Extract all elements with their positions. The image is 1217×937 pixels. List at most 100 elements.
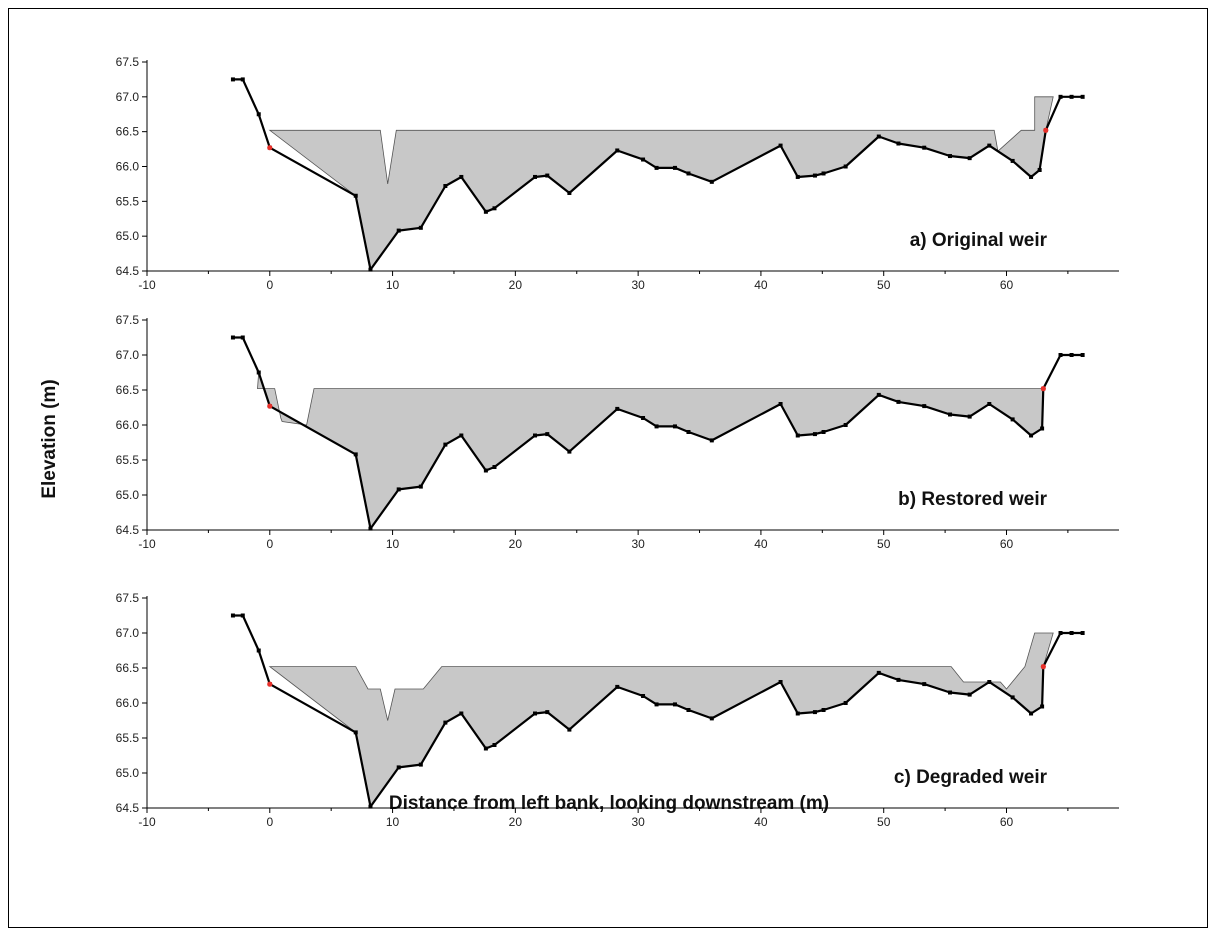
- bed-survey-point: [672, 165, 677, 170]
- water-edge-marker: [267, 403, 273, 409]
- bed-survey-point: [615, 684, 620, 689]
- y-tick-label: 65.5: [116, 194, 140, 208]
- bed-survey-point: [368, 526, 373, 531]
- y-tick-label: 65.5: [116, 453, 140, 467]
- bed-survey-point: [812, 710, 817, 715]
- x-tick-label: 30: [631, 815, 645, 829]
- bed-survey-point: [1069, 631, 1074, 635]
- bed-survey-point: [843, 423, 848, 427]
- x-tick-label: 0: [266, 278, 273, 292]
- bed-survey-point: [948, 154, 953, 159]
- x-tick-label: 20: [509, 278, 523, 292]
- bed-survey-point: [533, 174, 537, 179]
- bed-survey-point: [1029, 433, 1034, 438]
- bed-survey-point: [418, 225, 423, 230]
- water-edge-marker: [267, 145, 273, 151]
- bed-survey-point: [967, 692, 972, 697]
- bed-survey-point: [492, 206, 497, 211]
- x-tick-label: 60: [1000, 278, 1014, 292]
- y-tick-label: 64.5: [116, 801, 140, 815]
- y-tick-label: 65.0: [116, 488, 140, 502]
- bed-survey-point: [1080, 353, 1085, 357]
- bed-survey-point: [1069, 94, 1074, 99]
- bed-survey-point: [778, 680, 783, 684]
- x-tick-label: 20: [509, 815, 523, 829]
- bed-survey-point: [843, 164, 848, 169]
- y-tick-label: 66.0: [116, 696, 140, 710]
- bed-survey-point: [1080, 631, 1085, 635]
- bed-survey-point: [967, 156, 972, 161]
- bed-survey-point: [396, 487, 401, 492]
- bed-survey-point: [533, 711, 537, 716]
- x-tick-label: -10: [138, 537, 156, 551]
- bed-survey-point: [987, 143, 992, 148]
- bed-survey-point: [922, 682, 927, 687]
- bed-survey-point: [672, 424, 677, 429]
- bed-survey-point: [418, 484, 423, 489]
- x-tick-label: 30: [631, 278, 645, 292]
- y-tick-label: 67.0: [116, 90, 140, 104]
- y-tick-label: 66.5: [116, 125, 140, 139]
- panel-label: a) Original weir: [910, 230, 1048, 251]
- x-tick-label: 30: [631, 537, 645, 551]
- bed-survey-point: [686, 430, 691, 434]
- bed-survey-point: [1040, 704, 1045, 709]
- y-tick-label: 64.5: [116, 264, 140, 278]
- bed-survey-point: [1037, 167, 1042, 172]
- bed-survey-point: [654, 702, 659, 707]
- bed-survey-point: [686, 708, 691, 712]
- bed-survey-point: [1058, 631, 1063, 635]
- bed-survey-point: [1010, 695, 1015, 700]
- bed-survey-point: [615, 148, 620, 153]
- water-edge-marker: [1040, 386, 1046, 392]
- bed-survey-point: [967, 414, 972, 419]
- bed-survey-point: [492, 743, 497, 747]
- y-tick-label: 65.0: [116, 766, 140, 780]
- y-tick-label: 66.5: [116, 383, 140, 397]
- bed-survey-point: [256, 112, 261, 117]
- bed-survey-point: [230, 335, 235, 340]
- bed-survey-point: [1058, 353, 1063, 357]
- x-tick-label: 20: [509, 537, 523, 551]
- bed-survey-point: [948, 690, 953, 695]
- y-tick-label: 66.0: [116, 418, 140, 432]
- bed-survey-point: [353, 730, 358, 735]
- water-edge-marker: [1040, 664, 1046, 670]
- bed-survey-point: [230, 613, 235, 618]
- bed-survey-point: [876, 392, 881, 397]
- y-tick-label: 67.5: [116, 55, 140, 69]
- bed-survey-point: [459, 174, 464, 179]
- bed-survey-point: [641, 416, 646, 420]
- x-tick-label: -10: [138, 815, 156, 829]
- bed-survey-point: [1029, 711, 1034, 716]
- bed-survey-point: [459, 711, 464, 716]
- bed-survey-point: [396, 765, 401, 770]
- bed-survey-point: [987, 680, 992, 684]
- bed-survey-point: [896, 399, 901, 404]
- bed-survey-point: [672, 702, 677, 707]
- bed-survey-point: [686, 171, 691, 176]
- bed-survey-point: [230, 77, 235, 82]
- bed-survey-point: [1058, 94, 1063, 99]
- y-axis-title: Elevation (m): [39, 379, 60, 498]
- bed-survey-point: [987, 402, 992, 406]
- bed-survey-point: [1080, 94, 1085, 99]
- bed-survey-point: [641, 694, 646, 698]
- panel-label: c) Degraded weir: [894, 767, 1048, 788]
- y-tick-label: 64.5: [116, 523, 140, 537]
- bed-survey-point: [1010, 417, 1015, 422]
- y-tick-label: 65.5: [116, 731, 140, 745]
- y-tick-label: 67.0: [116, 348, 140, 362]
- bed-survey-point: [843, 701, 848, 705]
- bed-survey-point: [567, 449, 572, 454]
- bed-survey-point: [709, 179, 714, 184]
- y-tick-label: 66.5: [116, 661, 140, 675]
- bed-survey-point: [821, 430, 826, 434]
- bed-survey-point: [1069, 353, 1074, 357]
- bed-survey-point: [1029, 174, 1034, 179]
- bed-survey-point: [778, 402, 783, 406]
- bed-survey-point: [795, 174, 800, 179]
- x-tick-label: 50: [877, 537, 891, 551]
- bed-survey-point: [483, 468, 488, 473]
- bed-survey-point: [876, 670, 881, 675]
